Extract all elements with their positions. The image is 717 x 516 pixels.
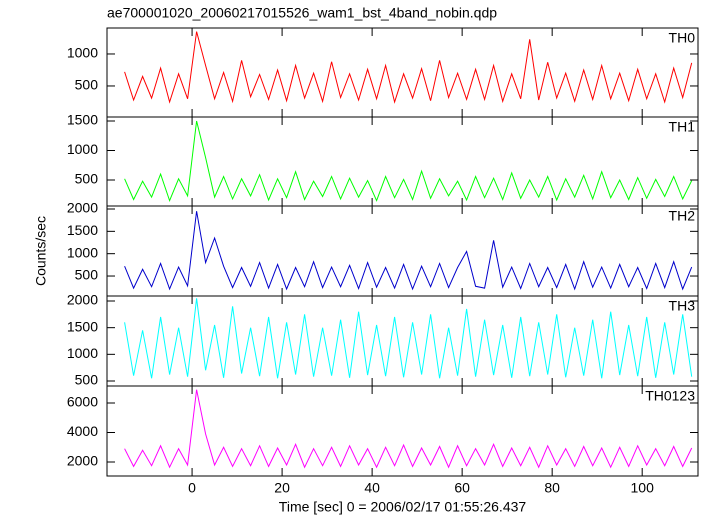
- y-tick-label: 500: [75, 171, 99, 187]
- data-line: [124, 298, 693, 379]
- chart-title: ae700001020_20060217015526_wam1_bst_4ban…: [107, 5, 497, 21]
- y-tick-label: 1000: [67, 45, 98, 61]
- legend-label: TH0123: [645, 388, 695, 404]
- y-tick-label: 500: [75, 372, 99, 388]
- x-tick-label: 40: [364, 480, 380, 496]
- y-tick-label: 1500: [67, 222, 98, 238]
- y-tick-label: 1500: [67, 112, 98, 128]
- x-tick-label: 20: [274, 480, 290, 496]
- y-tick-label: 1000: [67, 141, 98, 157]
- y-tick-label: 1000: [67, 244, 98, 260]
- y-tick-label: 500: [75, 267, 99, 283]
- legend-label: TH1: [669, 119, 696, 135]
- y-tick-label: 6000: [67, 394, 98, 410]
- x-tick-label: 100: [631, 480, 655, 496]
- legend-label: TH2: [669, 208, 696, 224]
- data-line: [124, 120, 693, 203]
- data-line: [124, 389, 693, 469]
- legend-label: TH3: [669, 298, 696, 314]
- y-tick-label: 500: [75, 77, 99, 93]
- y-tick-label: 1000: [67, 345, 98, 361]
- data-line: [124, 31, 693, 104]
- x-tick-label: 60: [454, 480, 470, 496]
- y-tick-label: 4000: [67, 423, 98, 439]
- x-axis-label: Time [sec] 0 = 2006/02/17 01:55:26.437: [279, 499, 527, 515]
- panel-frame: [106, 385, 699, 477]
- y-tick-label: 2000: [67, 200, 98, 216]
- y-tick-label: 2000: [67, 453, 98, 469]
- legend-label: TH0: [669, 30, 696, 46]
- y-axis-label: Counts/sec: [33, 216, 49, 286]
- x-tick-label: 80: [544, 480, 560, 496]
- y-tick-label: 1500: [67, 318, 98, 334]
- x-tick-label: 0: [188, 480, 196, 496]
- y-tick-label: 2000: [67, 292, 98, 308]
- data-line: [124, 211, 693, 291]
